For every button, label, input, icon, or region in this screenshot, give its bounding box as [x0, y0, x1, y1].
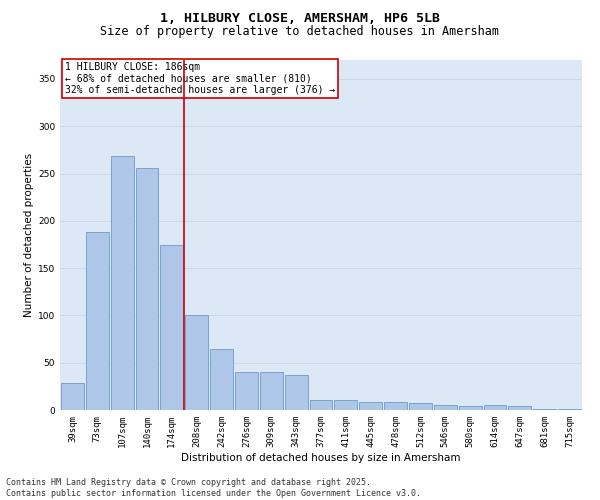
Bar: [310, 400, 332, 410]
Bar: [235, 372, 258, 410]
Bar: [459, 406, 482, 410]
Bar: [61, 382, 84, 410]
Bar: [558, 409, 581, 410]
Bar: [533, 409, 556, 410]
X-axis label: Distribution of detached houses by size in Amersham: Distribution of detached houses by size …: [181, 452, 461, 462]
Bar: [359, 402, 382, 410]
Bar: [136, 168, 158, 410]
Text: Contains HM Land Registry data © Crown copyright and database right 2025.
Contai: Contains HM Land Registry data © Crown c…: [6, 478, 421, 498]
Bar: [334, 400, 357, 410]
Text: 1 HILBURY CLOSE: 186sqm
← 68% of detached houses are smaller (810)
32% of semi-d: 1 HILBURY CLOSE: 186sqm ← 68% of detache…: [65, 62, 335, 95]
Bar: [409, 404, 432, 410]
Bar: [86, 232, 109, 410]
Bar: [384, 402, 407, 410]
Y-axis label: Number of detached properties: Number of detached properties: [24, 153, 34, 317]
Bar: [160, 246, 183, 410]
Bar: [484, 406, 506, 410]
Bar: [434, 406, 457, 410]
Bar: [285, 375, 308, 410]
Bar: [185, 316, 208, 410]
Text: 1, HILBURY CLOSE, AMERSHAM, HP6 5LB: 1, HILBURY CLOSE, AMERSHAM, HP6 5LB: [160, 12, 440, 26]
Bar: [111, 156, 134, 410]
Text: Size of property relative to detached houses in Amersham: Size of property relative to detached ho…: [101, 25, 499, 38]
Bar: [210, 348, 233, 410]
Bar: [260, 372, 283, 410]
Bar: [508, 406, 531, 410]
